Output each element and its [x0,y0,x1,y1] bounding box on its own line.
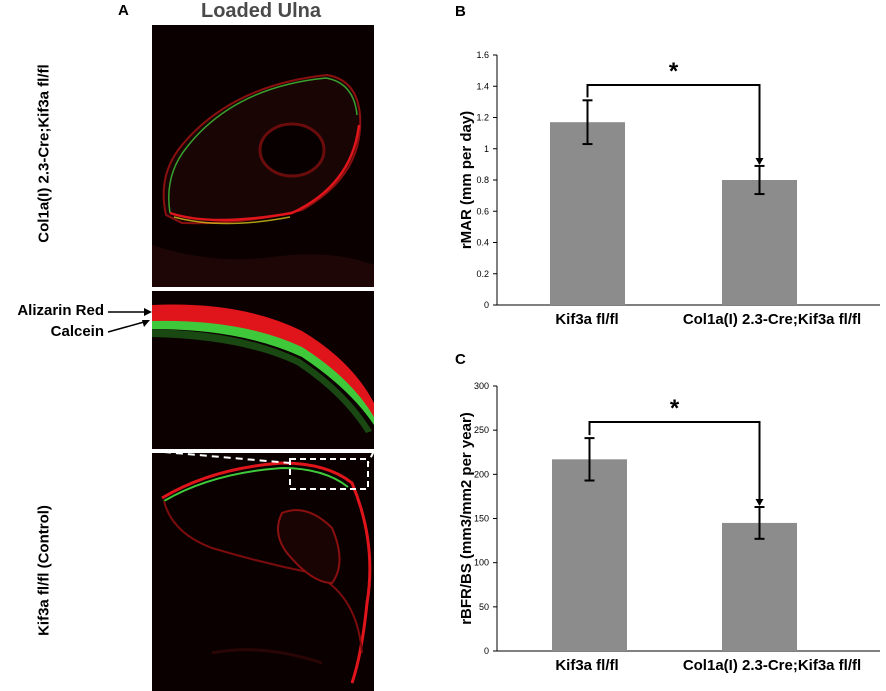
y-axis-label: rBFR/BS (mm3/mm2 per year) [458,412,475,625]
y-tick-label: 250 [474,425,489,435]
micrograph-top-image [152,25,374,287]
significance-star: * [670,395,680,422]
y-tick-label: 0.4 [476,238,489,248]
significance-bracket [588,421,761,506]
micrograph-top [152,25,374,287]
category-label-1: Col1a(I) 2.3-Cre;Kif3a fl/fl [683,657,861,674]
category-label-0: Kif3a fl/fl [555,311,618,328]
micrograph-bottom-image [152,453,374,691]
micrograph-zoom-image [152,291,374,449]
y-tick-label: 0 [484,300,489,310]
chart-rmar: 0 0.2 0.4 0.6 0.8 1 1.2 1.4 1.6 rMAR (mm per day)… [458,50,880,328]
stain-arrows [107,308,152,333]
alizarin-red-label: Alizarin Red [17,302,104,319]
y-tick-label: 150 [474,514,489,524]
zoom-region-box [289,458,369,490]
y-tick-label: 0.8 [476,175,489,185]
significance-arrow [755,157,764,165]
y-tick-label: 0.6 [476,206,489,216]
y-tick-label: 0.2 [476,269,489,279]
y-tick-label: 1.2 [476,113,489,123]
y-tick-label: 100 [474,558,489,568]
bar-0 [552,459,627,651]
bar-1 [722,180,797,305]
significance-star: * [669,58,679,85]
panel-b-letter: B [455,3,466,20]
y-tick-label: 200 [474,469,489,479]
chart-rbfr: 0 50 100 150 200 250 300 rBFR/BS (mm3/mm2 per y… [458,381,880,674]
zoom-lines [152,450,374,464]
y-tick-label: 50 [479,602,489,612]
category-label-1: Col1a(I) 2.3-Cre;Kif3a fl/fl [683,311,861,328]
bottom-genotype-label: Kif3a fl/fl (Control) [35,505,53,636]
y-tick-label: 0 [484,646,489,656]
significance-arrow [755,499,764,507]
y-tick-label: 1 [484,144,489,154]
significance-bracket [586,84,761,164]
bar-1 [722,522,797,651]
category-label-0: Kif3a fl/fl [555,657,618,674]
y-tick-label: 300 [474,381,489,391]
micrograph-bottom [152,453,374,691]
panel-a-title: Loaded Ulna [200,0,321,22]
y-tick-label: 1.6 [476,50,489,60]
top-genotype-label: Col1a(I) 2.3-Cre;Kif3a fl/fl [35,64,53,243]
calcein-label: Calcein [50,323,104,340]
y-axis-label: rMAR (mm per day) [458,111,475,249]
panel-c-letter: C [455,351,466,368]
y-tick-label: 1.4 [476,81,489,91]
panel-a-letter: A [118,2,129,19]
micrograph-zoom [152,291,374,449]
bar-0 [550,122,625,305]
